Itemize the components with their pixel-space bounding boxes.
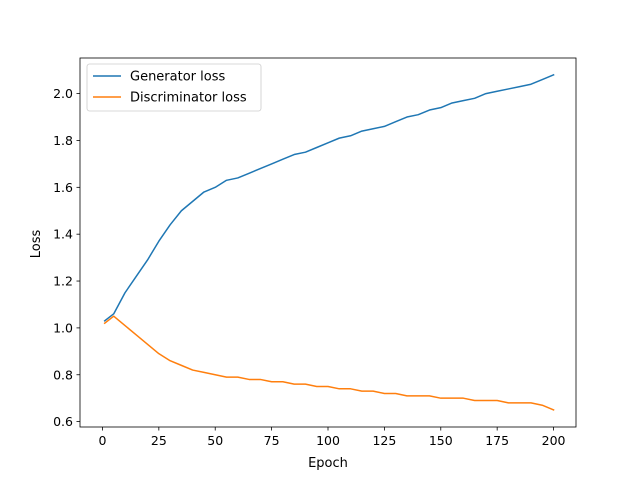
y-tick-label: 0.6: [53, 414, 73, 429]
x-axis-label: Epoch: [308, 456, 348, 471]
x-tick-label: 50: [207, 433, 223, 448]
legend-label-discriminator-loss: Discriminator loss: [130, 91, 247, 106]
x-tick-label: 0: [98, 433, 106, 448]
y-tick-label: 1.8: [53, 133, 73, 148]
x-tick-label: 75: [264, 433, 280, 448]
legend-box: [86, 63, 262, 112]
legend-label-generator-loss: Generator loss: [130, 70, 225, 85]
y-tick-label: 1.6: [53, 180, 73, 195]
x-tick-label: 150: [429, 433, 453, 448]
y-tick-label: 1.2: [53, 274, 73, 289]
series-line-generator-loss: [103, 73, 555, 322]
y-axis-label: Loss: [29, 230, 44, 259]
y-tick-label: 1.0: [53, 320, 73, 335]
y-tick-label: 0.8: [53, 367, 73, 382]
x-tick-label: 100: [316, 433, 340, 448]
x-tick-label: 200: [542, 433, 566, 448]
legend: Generator loss Discriminator loss: [86, 63, 262, 112]
plot-area: [103, 73, 555, 411]
x-tick-label: 175: [485, 433, 509, 448]
y-tick-label: 1.4: [53, 227, 73, 242]
y-tick-label: 2.0: [53, 86, 73, 101]
x-tick-label: 25: [151, 433, 167, 448]
series-line-discriminator-loss: [103, 315, 555, 411]
x-tick-label: 125: [372, 433, 396, 448]
axes: 0 25 50 75 100 125 150 175 200 0.6 0.8 1.0 1.2 1.4 1.6…: [53, 57, 577, 448]
